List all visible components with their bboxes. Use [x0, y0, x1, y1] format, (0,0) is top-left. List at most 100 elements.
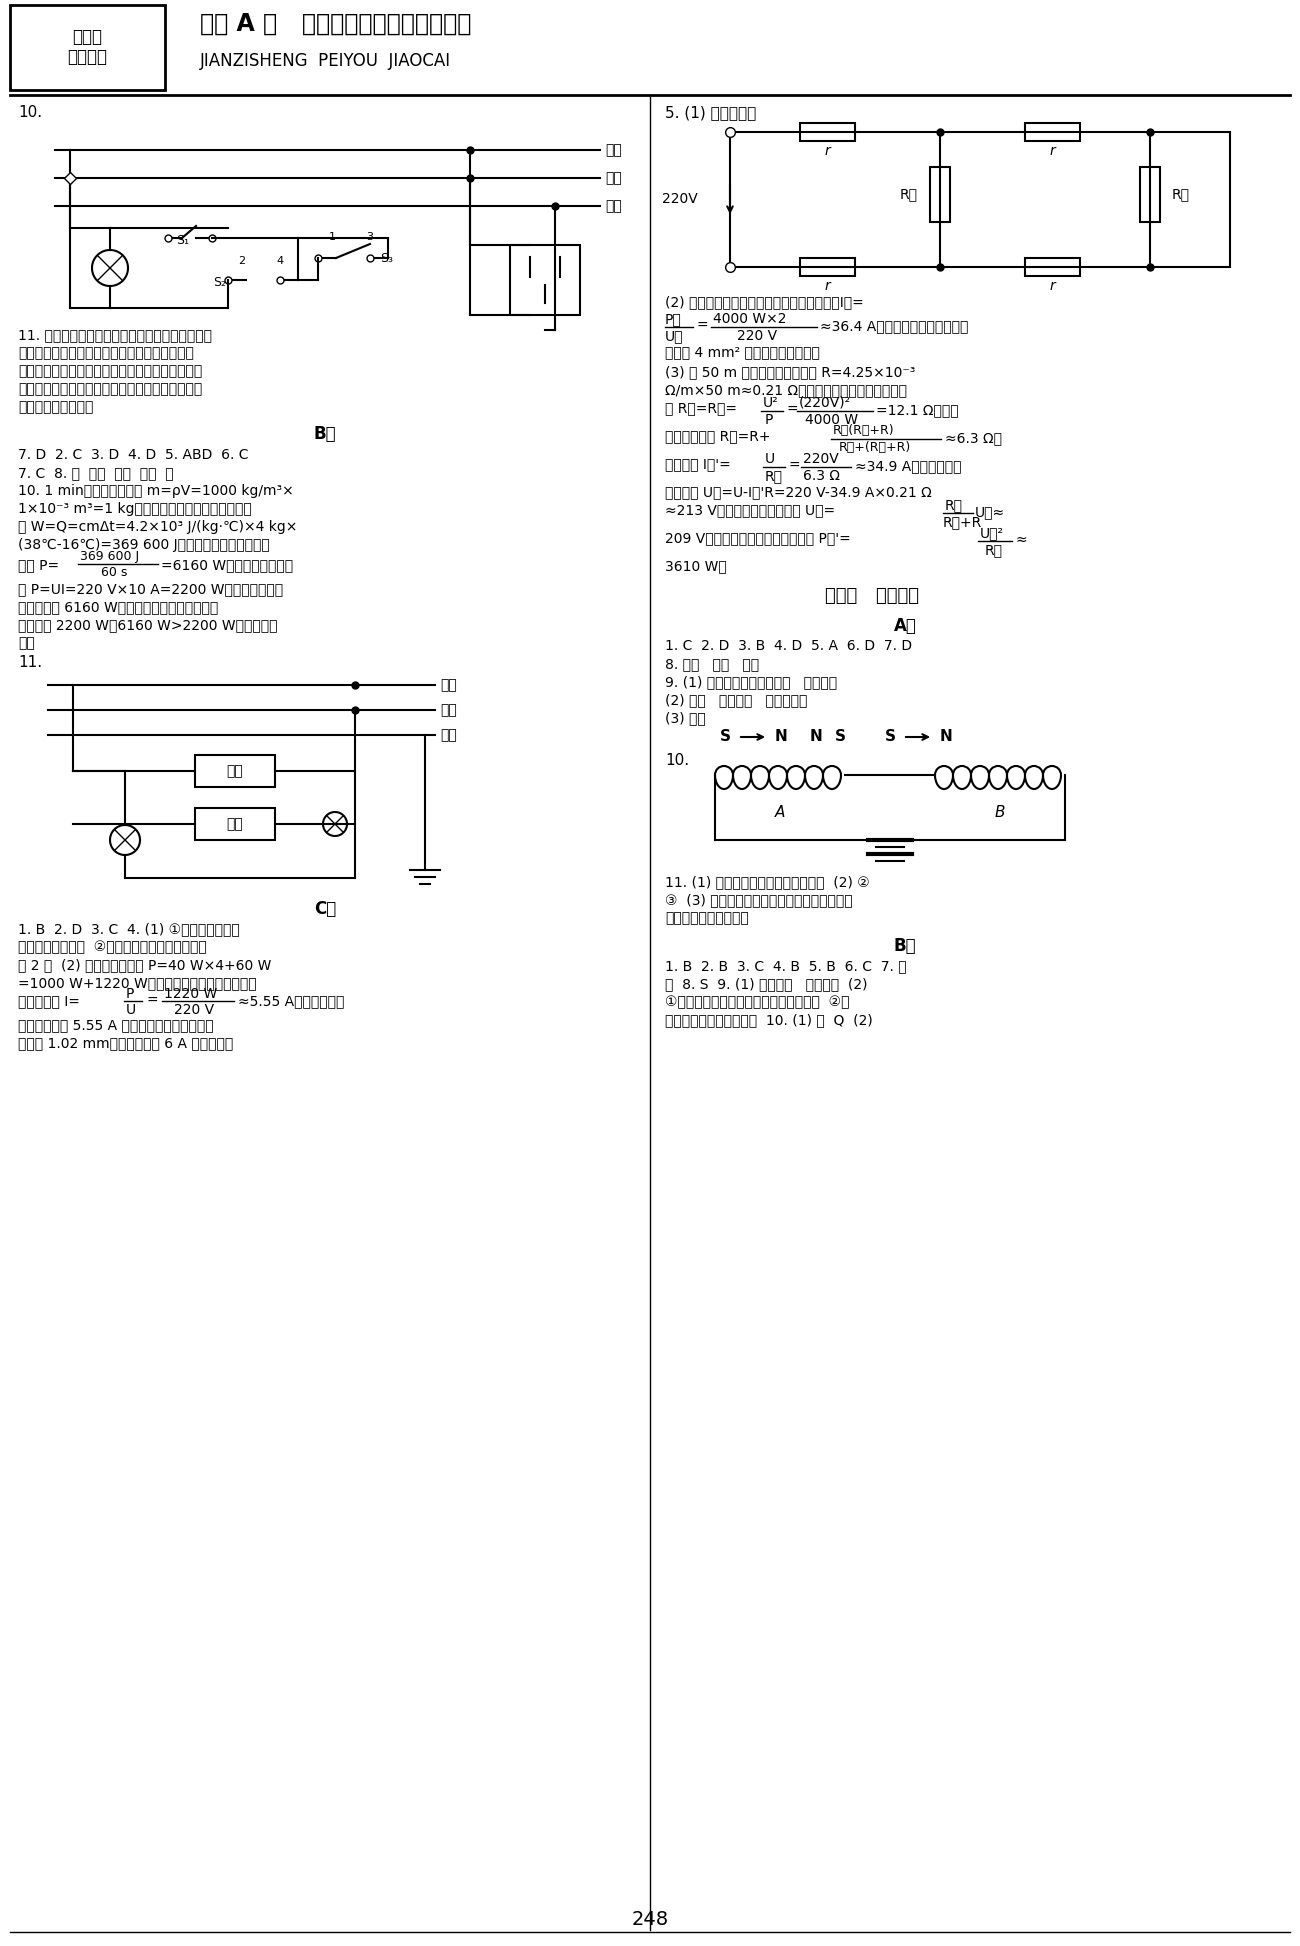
Text: 地线: 地线 [604, 198, 621, 212]
Text: ≈213 V，乙用电户两端的电压 U乙=: ≈213 V，乙用电户两端的电压 U乙= [666, 502, 835, 518]
Text: ≈5.55 A，从表格中找: ≈5.55 A，从表格中找 [238, 994, 344, 1008]
Text: S₃: S₃ [380, 251, 393, 265]
Bar [1024, 123, 1080, 140]
Text: 火线: 火线 [604, 142, 621, 158]
Text: ≈36.4 A，由表可知：应选用横截: ≈36.4 A，由表可知：应选用横截 [820, 319, 968, 333]
Text: 3610 W。: 3610 W。 [666, 559, 727, 572]
Text: 7. D  2. C  3. D  4. D  5. ABD  6. C: 7. D 2. C 3. D 4. D 5. ABD 6. C [18, 448, 248, 461]
Text: =: = [788, 459, 800, 473]
Text: 使用: 使用 [18, 636, 35, 650]
Text: P: P [764, 413, 774, 426]
Text: B组: B组 [893, 938, 916, 955]
Text: 功 W=Q=cmΔt=4.2×10³ J/(kg·℃)×4 kg×: 功 W=Q=cmΔt=4.2×10³ J/(kg·℃)×4 kg× [18, 520, 298, 533]
Text: R乙+R: R乙+R [942, 516, 983, 529]
Text: U: U [764, 451, 775, 465]
Text: 10.: 10. [666, 753, 689, 769]
Text: 1×10⁻³ m³=1 kg，水吸收的热量等于电流所做的: 1×10⁻³ m³=1 kg，水吸收的热量等于电流所做的 [18, 502, 252, 516]
Text: P: P [126, 987, 134, 1000]
Text: 功率 P=: 功率 P= [18, 559, 58, 572]
Text: S: S [885, 730, 896, 743]
Text: 1. B  2. D  3. C  4. (1) ①保险丝的直径越: 1. B 2. D 3. C 4. (1) ①保险丝的直径越 [18, 922, 239, 936]
Text: 物理 A 版   九年级全一册（适用人教）: 物理 A 版 九年级全一册（适用人教） [200, 12, 472, 35]
Text: 的总等效电阻 R总=R+: 的总等效电阻 R总=R+ [666, 428, 771, 444]
Text: 10. 1 min内流出水的质量 m=ρV=1000 kg/m³×: 10. 1 min内流出水的质量 m=ρV=1000 kg/m³× [18, 485, 294, 498]
Text: 光控: 光控 [226, 765, 243, 778]
Bar [800, 259, 855, 276]
Text: (2) 人造   条形磁铁   马蹄形磁铁: (2) 人造 条形磁铁 马蹄形磁铁 [666, 693, 807, 706]
Bar [1024, 259, 1080, 276]
Text: 阻 R甲=R乙=: 阻 R甲=R乙= [666, 401, 737, 414]
Text: 功率仅为 2200 W，6160 W>2200 W，所以不宜: 功率仅为 2200 W，6160 W>2200 W，所以不宜 [18, 619, 277, 632]
Text: (3) 每 50 m 长的铜导线的电阻为 R=4.25×10⁻³: (3) 每 50 m 长的铜导线的电阻为 R=4.25×10⁻³ [666, 366, 915, 379]
Text: 220V: 220V [803, 451, 838, 465]
Text: 11. (1) 力是改变物体运动状态的原因  (2) ②: 11. (1) 力是改变物体运动状态的原因 (2) ② [666, 876, 870, 889]
Text: U乙²: U乙² [980, 525, 1004, 539]
Text: R乙: R乙 [985, 543, 1004, 557]
Bar [510, 245, 580, 315]
Text: A组: A组 [893, 617, 916, 634]
Text: JIANZISHENG  PEIYOU  JIAOCAI: JIANZISHENG PEIYOU JIAOCAI [200, 53, 451, 70]
Text: 1. C  2. D  3. B  4. D  5. A  6. D  7. D: 1. C 2. D 3. B 4. D 5. A 6. D 7. D [666, 638, 913, 654]
Text: 4000 W: 4000 W [805, 413, 858, 426]
Text: ③  (3) 增大导线中的电流（或增加干电池的节: ③ (3) 增大导线中的电流（或增加干电池的节 [666, 893, 853, 907]
Text: 出电流稍大于 5.55 A 的保险丝要选择的，应选: 出电流稍大于 5.55 A 的保险丝要选择的，应选 [18, 1018, 213, 1031]
Text: 220 V: 220 V [174, 1002, 214, 1018]
Bar [930, 167, 950, 222]
Text: =1000 W+1220 W，小华家照明电路中的最大正: =1000 W+1220 W，小华家照明电路中的最大正 [18, 977, 256, 991]
Text: 7. C  8. 火  短路  并联  串联  甲: 7. C 8. 火 短路 并联 串联 甲 [18, 465, 174, 481]
Text: R甲(R乙+R): R甲(R乙+R) [833, 424, 894, 438]
Text: 数，用多根直导线等）: 数，用多根直导线等） [666, 911, 749, 924]
Text: 11.: 11. [18, 656, 42, 669]
Text: B组: B组 [313, 424, 337, 444]
Text: 干路电流 I总'=: 干路电流 I总'= [666, 457, 731, 471]
Text: S₁: S₁ [176, 234, 188, 247]
Text: 第十讲   磁与磁场: 第十讲 磁与磁场 [826, 588, 919, 605]
Text: R甲: R甲 [900, 187, 918, 200]
Text: r: r [1049, 144, 1054, 158]
Bar [800, 123, 855, 140]
Text: r: r [824, 144, 829, 158]
Text: 1220 W: 1220 W [164, 987, 217, 1000]
Text: (2) 两户都用电时，线路中的总电流最大为：I总=: (2) 两户都用电时，线路中的总电流最大为：I总= [666, 296, 863, 309]
Text: (3) 如图: (3) 如图 [666, 710, 706, 726]
Text: U²: U² [763, 395, 779, 411]
Text: U甲≈: U甲≈ [975, 506, 1005, 520]
Text: 60 s: 60 s [101, 566, 127, 580]
Text: N: N [940, 730, 953, 743]
Text: 的 2 倍  (2) 家庭电路总功率 P=40 W×4+60 W: 的 2 倍 (2) 家庭电路总功率 P=40 W×4+60 W [18, 957, 272, 971]
Text: （或某处电路短路），导致保险丝熔断（或空气开: （或某处电路短路），导致保险丝熔断（或空气开 [18, 364, 203, 378]
Text: 火线: 火线 [439, 677, 456, 693]
Text: ①同名磁极相互排斥或力的作用是相互的  ②力: ①同名磁极相互排斥或力的作用是相互的 ②力 [666, 994, 849, 1008]
Text: S: S [720, 730, 731, 743]
Text: 声控: 声控 [226, 817, 243, 831]
Text: 其他家庭是否有电。原因二：家里用电功率过大: 其他家庭是否有电。原因二：家里用电功率过大 [18, 346, 194, 360]
Text: 369 600 J: 369 600 J [81, 551, 139, 562]
Text: S: S [835, 730, 846, 743]
Text: 关跳闸）。证实办法：查看保险丝是否完好（或空: 关跳闸）。证实办法：查看保险丝是否完好（或空 [18, 381, 203, 395]
Text: 248: 248 [632, 1911, 668, 1928]
Text: U: U [126, 1002, 136, 1018]
Text: 1. B  2. B  3. C  4. B  5. B  6. C  7. 正: 1. B 2. B 3. C 4. B 5. B 6. C 7. 正 [666, 959, 906, 973]
Text: 3: 3 [367, 232, 373, 241]
Text: 大，额定电流越大  ②保险丝熔断电流是额定电流: 大，额定电流越大 ②保险丝熔断电流是额定电流 [18, 940, 207, 954]
Text: 4000 W×2: 4000 W×2 [712, 311, 786, 327]
Text: A: A [775, 806, 785, 819]
Text: 端的电压 U甲=U-I总'R=220 V-34.9 A×0.21 Ω: 端的电压 U甲=U-I总'R=220 V-34.9 A×0.21 Ω [666, 485, 932, 498]
Bar [10, 6, 165, 90]
Text: ≈34.9 A，甲用电户两: ≈34.9 A，甲用电户两 [855, 459, 962, 473]
Text: B: B [994, 806, 1005, 819]
Text: 11. 原因一：整个小区停电。证实办法：观察小区: 11. 原因一：整个小区停电。证实办法：观察小区 [18, 329, 212, 342]
Text: 尖子生
培优教材: 尖子生 培优教材 [68, 27, 107, 66]
Text: r: r [1049, 278, 1054, 294]
Text: 零线: 零线 [439, 703, 456, 716]
Text: =: = [146, 994, 157, 1008]
Text: 率 P=UI=220 V×10 A=2200 W，无水箱式电热: 率 P=UI=220 V×10 A=2200 W，无水箱式电热 [18, 582, 283, 595]
Text: R乙: R乙 [945, 498, 963, 512]
Text: 10.: 10. [18, 105, 42, 121]
Text: 8. 通断   大小   软铁: 8. 通断 大小 软铁 [666, 658, 759, 671]
Text: 地线: 地线 [439, 728, 456, 741]
Text: 器的功率为 6160 W，而家庭电路允许的最大电: 器的功率为 6160 W，而家庭电路允许的最大电 [18, 599, 218, 615]
Text: 220V: 220V [662, 193, 698, 206]
Text: 常工作电流 I=: 常工作电流 I= [18, 994, 79, 1008]
Text: 2: 2 [238, 257, 246, 267]
